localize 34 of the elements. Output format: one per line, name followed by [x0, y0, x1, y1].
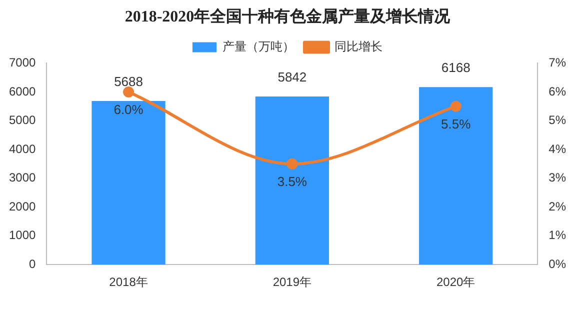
y2-tick-label: 1%: [548, 228, 566, 242]
data-label: 6.0%: [114, 102, 144, 118]
legend-label: 同比增长: [334, 40, 382, 54]
bar: [255, 96, 329, 265]
x-tick-label: 2018年: [109, 275, 148, 290]
data-label: 6168: [441, 60, 470, 76]
y-tick-label: 3000: [8, 170, 36, 185]
bar: [419, 87, 493, 265]
y2-tick-label: 7%: [548, 56, 566, 70]
chart-title: 2018-2020年全国十种有色金属产量及增长情况: [124, 8, 452, 26]
y2-tick-label: 2%: [548, 199, 566, 214]
y2-tick-label: 0%: [548, 256, 566, 271]
x-tick-label: 2019年: [272, 275, 312, 290]
data-label: 5.5%: [441, 116, 472, 132]
y-tick-label: 6000: [8, 84, 36, 98]
data-label: 5688: [114, 74, 143, 90]
point: [286, 158, 298, 170]
y2-tick-label: 4%: [548, 142, 566, 156]
y-tick-label: 0: [29, 256, 36, 271]
y-tick-label: 4000: [8, 142, 36, 156]
x-tick-label: 2020年: [436, 275, 476, 290]
y2-tick-label: 6%: [548, 84, 566, 98]
data-label: 3.5%: [277, 174, 308, 189]
y-tick-label: 7000: [8, 56, 36, 70]
legend-label: 产量（万吨）: [222, 40, 294, 54]
point: [123, 86, 134, 98]
data-label: 5842: [278, 70, 307, 85]
y2-tick-label: 5%: [548, 113, 566, 128]
y-tick-label: 5000: [8, 113, 36, 128]
point: [450, 100, 462, 112]
y-tick-label: 2000: [8, 199, 36, 214]
y-tick-label: 1000: [8, 228, 36, 242]
bar: [92, 100, 166, 265]
y2-tick-label: 3%: [548, 170, 566, 185]
